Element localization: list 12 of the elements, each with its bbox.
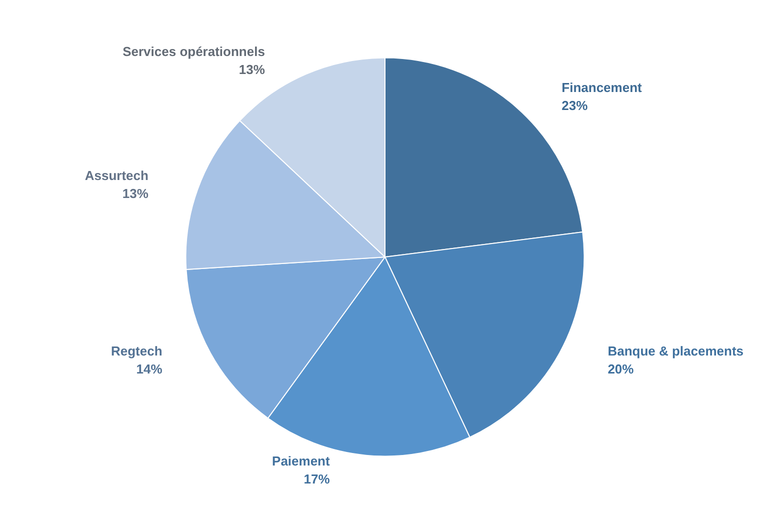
data-label: 20% — [608, 362, 634, 377]
data-label: 13% — [122, 186, 149, 201]
slice-label: Paiement — [272, 454, 330, 469]
data-label: 14% — [136, 362, 163, 377]
data-label: 23% — [562, 98, 588, 113]
slice-label: Services opérationnels — [122, 44, 265, 59]
slice-label: Banque & placements — [608, 344, 744, 359]
slice-label: Financement — [562, 80, 643, 95]
slice-label: Assurtech — [84, 168, 149, 183]
data-label: 13% — [238, 62, 266, 77]
data-label: 17% — [304, 472, 330, 487]
slice-label: Regtech — [111, 344, 162, 359]
